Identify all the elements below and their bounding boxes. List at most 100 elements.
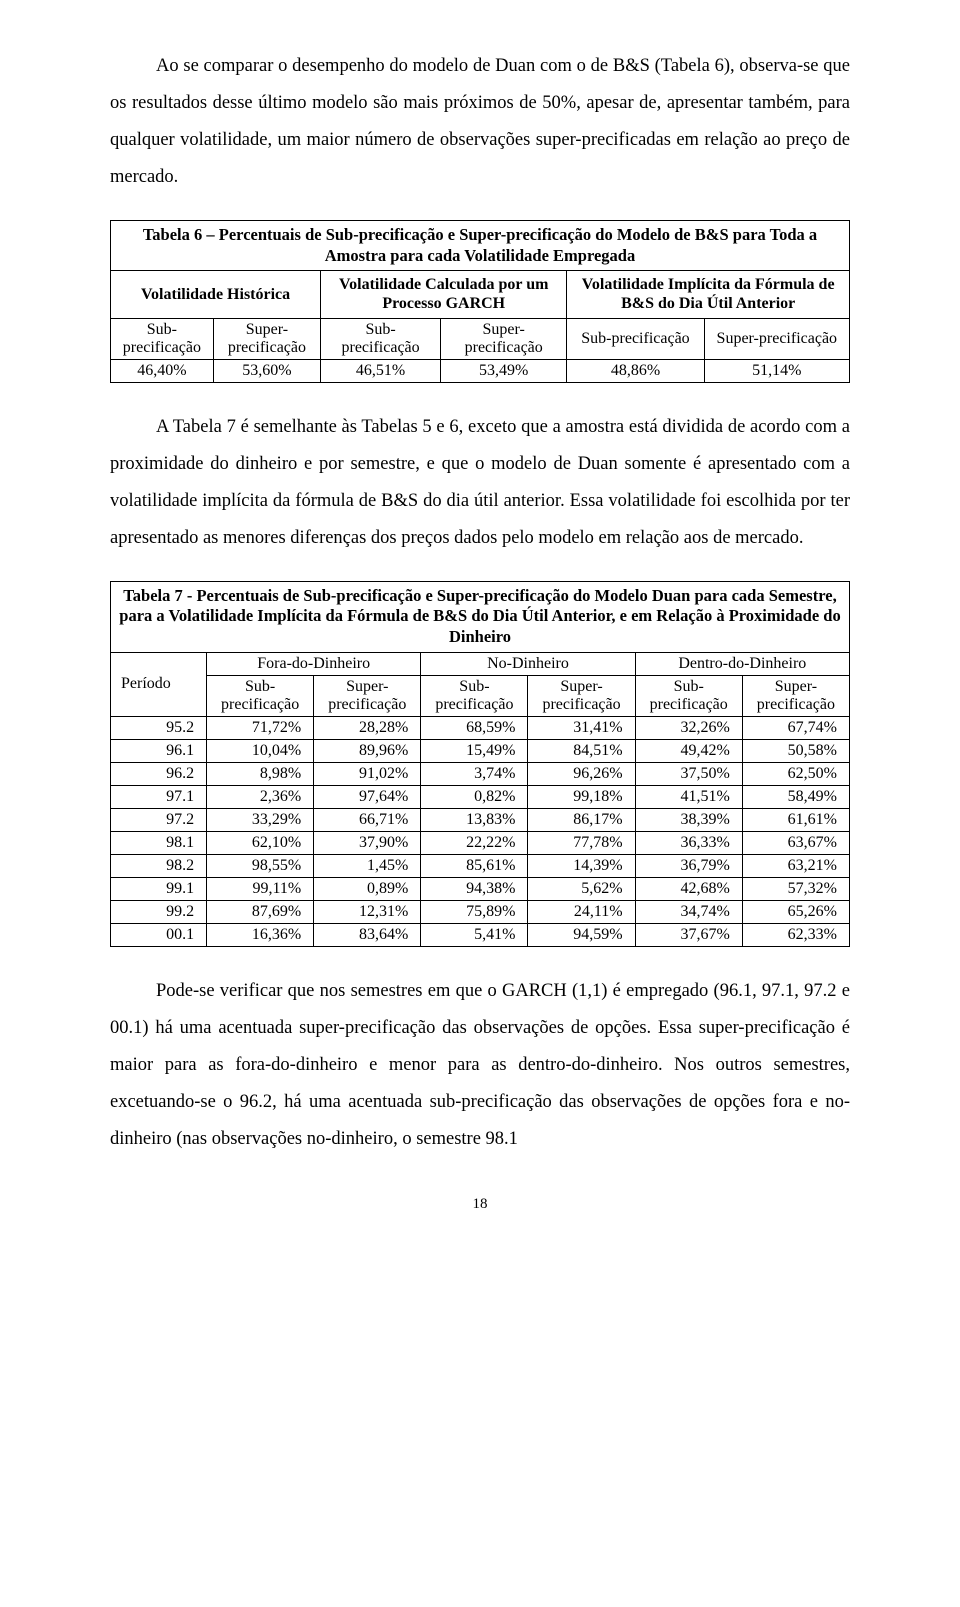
table-7-cell: 91,02% — [314, 762, 421, 785]
table-6-data-row: 46,40% 53,60% 46,51% 53,49% 48,86% 51,14… — [111, 359, 850, 382]
table-6-cell: 48,86% — [567, 359, 704, 382]
table-7-row: 98.162,10%37,90%22,22%77,78%36,33%63,67% — [111, 831, 850, 854]
table-7-cell: 24,11% — [528, 900, 635, 923]
table-6-cell: 46,51% — [321, 359, 441, 382]
table-7-subhead: Sub-precificação — [635, 675, 742, 716]
table-7-row: 99.199,11%0,89%94,38%5,62%42,68%57,32% — [111, 877, 850, 900]
table-7-cell: 8,98% — [207, 762, 314, 785]
table-7-cell: 32,26% — [635, 716, 742, 739]
table-7-cell: 61,61% — [742, 808, 849, 831]
table-7-cell: 0,82% — [421, 785, 528, 808]
table-7-cell: 36,33% — [635, 831, 742, 854]
table-7-cell: 65,26% — [742, 900, 849, 923]
table-7-cell: 58,49% — [742, 785, 849, 808]
table-6-group-header-3: Volatilidade Implícita da Fórmula de B&S… — [567, 271, 850, 318]
table-6-group-header-2: Volatilidade Calculada por um Processo G… — [321, 271, 567, 318]
table-7-cell: 37,67% — [635, 923, 742, 946]
table-7-cell: 14,39% — [528, 854, 635, 877]
table-7-cell: 66,71% — [314, 808, 421, 831]
table-7-period-cell: 98.1 — [111, 831, 207, 854]
table-7-cell: 87,69% — [207, 900, 314, 923]
table-7-cell: 28,28% — [314, 716, 421, 739]
table-7-cell: 62,10% — [207, 831, 314, 854]
table-7-cell: 63,67% — [742, 831, 849, 854]
table-6-subhead: Sub-precificação — [321, 318, 441, 359]
table-7-cell: 94,59% — [528, 923, 635, 946]
table-7-row: 99.287,69%12,31%75,89%24,11%34,74%65,26% — [111, 900, 850, 923]
table-7-subhead: Super-precificação — [314, 675, 421, 716]
page-number: 18 — [110, 1196, 850, 1213]
table-6-title: Tabela 6 – Percentuais de Sub-precificaç… — [111, 221, 850, 271]
table-7-cell: 22,22% — [421, 831, 528, 854]
paragraph-3: Pode-se verificar que nos semestres em q… — [110, 973, 850, 1158]
table-7-cell: 77,78% — [528, 831, 635, 854]
table-7-cell: 49,42% — [635, 739, 742, 762]
table-7-cell: 85,61% — [421, 854, 528, 877]
table-7-subhead: Super-precificação — [742, 675, 849, 716]
table-7-cell: 38,39% — [635, 808, 742, 831]
table-7-subhead: Super-precificação — [528, 675, 635, 716]
table-7-cell: 42,68% — [635, 877, 742, 900]
table-7-cell: 63,21% — [742, 854, 849, 877]
table-7-cell: 67,74% — [742, 716, 849, 739]
table-7-cell: 0,89% — [314, 877, 421, 900]
table-6-subhead: Super-precificação — [441, 318, 567, 359]
table-6-subhead: Sub-precificação — [567, 318, 704, 359]
table-7-cell: 31,41% — [528, 716, 635, 739]
table-7-row: 95.271,72%28,28%68,59%31,41%32,26%67,74% — [111, 716, 850, 739]
table-6-cell: 53,60% — [213, 359, 320, 382]
table-7-cell: 71,72% — [207, 716, 314, 739]
table-6-subhead: Sub-precificação — [111, 318, 214, 359]
table-7-cell: 5,62% — [528, 877, 635, 900]
table-7-cell: 5,41% — [421, 923, 528, 946]
table-7-group-header-2: No-Dinheiro — [421, 652, 635, 675]
paragraph-1: Ao se comparar o desempenho do modelo de… — [110, 48, 850, 196]
table-7-cell: 36,79% — [635, 854, 742, 877]
table-7-subhead: Sub-precificação — [421, 675, 528, 716]
table-6-subhead: Super-precificação — [704, 318, 849, 359]
table-7-cell: 3,74% — [421, 762, 528, 785]
table-7-cell: 98,55% — [207, 854, 314, 877]
table-7-period-cell: 96.1 — [111, 739, 207, 762]
table-7-title: Tabela 7 - Percentuais de Sub-precificaç… — [111, 581, 850, 652]
table-6-cell: 51,14% — [704, 359, 849, 382]
table-6-group-header-1: Volatilidade Histórica — [111, 271, 321, 318]
table-7-cell: 86,17% — [528, 808, 635, 831]
table-7-period-cell: 98.2 — [111, 854, 207, 877]
table-7-cell: 99,11% — [207, 877, 314, 900]
table-7-cell: 62,50% — [742, 762, 849, 785]
table-7-row: 97.12,36%97,64%0,82%99,18%41,51%58,49% — [111, 785, 850, 808]
table-7-row: 00.116,36%83,64%5,41%94,59%37,67%62,33% — [111, 923, 850, 946]
table-7-cell: 75,89% — [421, 900, 528, 923]
table-7-cell: 37,90% — [314, 831, 421, 854]
table-7-cell: 37,50% — [635, 762, 742, 785]
table-7-cell: 62,33% — [742, 923, 849, 946]
table-7-cell: 2,36% — [207, 785, 314, 808]
table-7-period-cell: 99.1 — [111, 877, 207, 900]
table-7-cell: 15,49% — [421, 739, 528, 762]
table-6-cell: 46,40% — [111, 359, 214, 382]
table-6-cell: 53,49% — [441, 359, 567, 382]
table-7-row: 98.298,55%1,45%85,61%14,39%36,79%63,21% — [111, 854, 850, 877]
table-7-row: 96.110,04%89,96%15,49%84,51%49,42%50,58% — [111, 739, 850, 762]
table-7-cell: 33,29% — [207, 808, 314, 831]
table-7-row: 96.28,98%91,02%3,74%96,26%37,50%62,50% — [111, 762, 850, 785]
table-7-cell: 13,83% — [421, 808, 528, 831]
table-7-cell: 10,04% — [207, 739, 314, 762]
table-7-period-cell: 97.1 — [111, 785, 207, 808]
table-7-period-header: Período — [111, 652, 207, 716]
table-7: Tabela 7 - Percentuais de Sub-precificaç… — [110, 581, 850, 947]
table-7-cell: 1,45% — [314, 854, 421, 877]
table-7-cell: 41,51% — [635, 785, 742, 808]
table-7-group-header-1: Fora-do-Dinheiro — [207, 652, 421, 675]
table-7-period-cell: 95.2 — [111, 716, 207, 739]
table-7-cell: 94,38% — [421, 877, 528, 900]
table-7-cell: 89,96% — [314, 739, 421, 762]
table-7-period-cell: 97.2 — [111, 808, 207, 831]
table-7-period-cell: 00.1 — [111, 923, 207, 946]
table-7-cell: 57,32% — [742, 877, 849, 900]
table-7-row: 97.233,29%66,71%13,83%86,17%38,39%61,61% — [111, 808, 850, 831]
table-6-subhead: Super-precificação — [213, 318, 320, 359]
table-6-container: Tabela 6 – Percentuais de Sub-precificaç… — [110, 220, 850, 383]
table-7-cell: 50,58% — [742, 739, 849, 762]
